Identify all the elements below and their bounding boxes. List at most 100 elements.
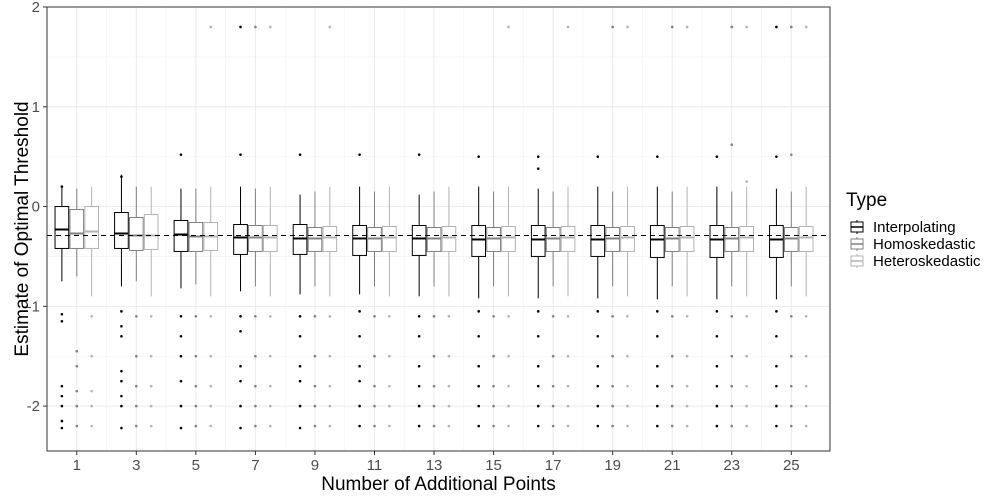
outlier-point [417,334,421,338]
outlier-point [730,143,734,146]
box-iqr [322,226,338,252]
outlier-point [507,424,510,428]
x-tick-label: 9 [311,457,319,474]
box-iqr [709,225,725,258]
outlier-point [135,354,138,358]
outlier-point [239,404,242,408]
outlier-point [596,384,600,388]
outlier-point [75,389,79,393]
outlier-point [566,424,570,428]
outlier-point [239,25,242,29]
outlier-point [507,315,510,318]
outlier-point [149,354,153,358]
legend-label: Interpolating [873,219,956,236]
outlier-point [596,404,600,408]
outlier-point [149,424,153,428]
outlier-point [298,334,302,338]
outlier-point [804,315,808,318]
outlier-point [239,426,242,430]
box-iqr [128,217,144,251]
outlier-point [373,315,376,318]
outlier-point [60,313,64,316]
series-layer [54,25,814,430]
outlier-point [566,384,570,388]
outlier-point [626,354,629,358]
outlier-point [611,25,614,29]
outlier-point [492,424,495,428]
box-homoskedastic-3 [128,186,144,282]
outlier-point [670,404,674,408]
outlier-point [656,384,659,388]
outlier-point [536,167,540,170]
box-iqr [382,226,397,252]
outlier-point [135,384,138,388]
box-iqr [411,225,427,256]
outlier-point [715,404,719,408]
outlier-point [179,153,183,156]
outlier-point [715,384,719,388]
outlier-point [566,404,570,408]
x-tick-label: 15 [485,457,502,474]
outlier-point [447,384,451,388]
box-homoskedastic-21 [664,191,680,287]
outlier-point [596,155,600,158]
outlier-point [90,354,93,358]
outlier-point [313,424,317,428]
outlier-point [179,426,183,430]
box-homoskedastic-7 [248,188,263,287]
outlier-point [804,354,808,358]
outlier-point [477,384,480,388]
outlier-point [120,426,123,430]
outlier-point [268,354,272,358]
box-heteroskedastic-1 [84,186,100,297]
outlier-point [90,424,93,428]
outlier-point [477,364,480,368]
outlier-point [209,424,213,428]
outlier-point [268,424,272,428]
box-iqr [590,225,606,257]
outlier-point [626,25,629,29]
outlier-point [775,364,778,368]
outlier-point [120,394,123,398]
outlier-point [254,354,257,358]
outlier-point [298,364,302,368]
outlier-point [730,404,734,408]
outlier-point [432,315,436,318]
outlier-point [373,404,376,408]
outlier-point [135,424,138,428]
box-heteroskedastic-25 [798,186,814,297]
outlier-point [656,334,659,338]
outlier-point [596,424,600,428]
box-interpolating-7 [233,186,248,292]
outlier-point [417,384,421,388]
outlier-point [551,315,555,318]
outlier-point [432,354,436,358]
box-heteroskedastic-7 [262,186,278,297]
outlier-point [507,384,510,388]
outlier-point [775,404,778,408]
outlier-point [775,384,778,388]
outlier-point [551,404,555,408]
outlier-point [209,25,213,29]
outlier-point [179,379,183,383]
box-interpolating-5 [173,188,189,289]
outlier-point [388,404,391,408]
outlier-point [745,315,748,318]
outlier-point [670,25,674,29]
outlier-point [566,315,570,318]
outlier-point [417,315,421,318]
box-interpolating-17 [530,188,546,299]
outlier-point [789,404,793,408]
outlier-point [745,180,748,183]
outlier-point [789,315,793,318]
box-iqr [471,225,487,257]
outlier-point [551,384,555,388]
outlier-point [120,310,123,313]
box-iqr [530,225,546,257]
x-tick-label: 17 [545,457,562,474]
x-tick-label: 13 [426,457,443,474]
outlier-point [328,25,332,29]
outlier-point [804,404,808,408]
outlier-point [477,310,480,313]
box-iqr [114,212,129,249]
